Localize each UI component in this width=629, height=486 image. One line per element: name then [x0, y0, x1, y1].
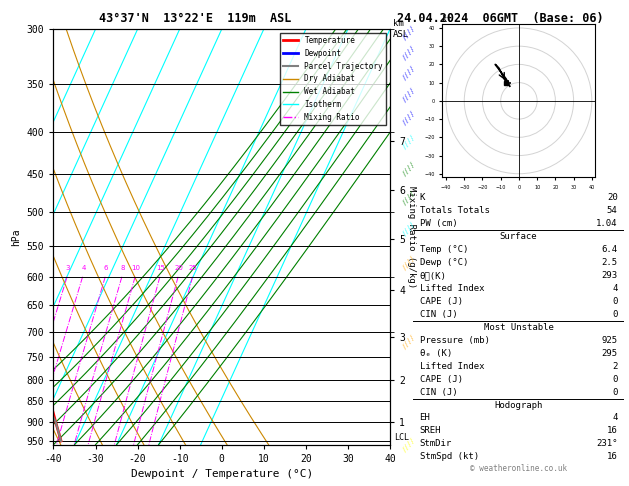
- Text: ////: ////: [401, 436, 417, 453]
- Text: Pressure (mb): Pressure (mb): [420, 336, 489, 345]
- Text: 20: 20: [174, 265, 183, 271]
- Text: 0: 0: [612, 375, 618, 383]
- Text: 8: 8: [121, 265, 125, 271]
- Text: PW (cm): PW (cm): [420, 219, 457, 228]
- Text: Hodograph: Hodograph: [494, 400, 543, 410]
- Text: Most Unstable: Most Unstable: [484, 323, 554, 332]
- Text: 293: 293: [601, 271, 618, 280]
- Text: θₑ (K): θₑ (K): [420, 348, 452, 358]
- Text: 54: 54: [607, 206, 618, 215]
- Text: Surface: Surface: [500, 232, 537, 241]
- Text: 231°: 231°: [596, 439, 618, 449]
- Text: 4: 4: [81, 265, 86, 271]
- Text: 295: 295: [601, 348, 618, 358]
- Text: 25: 25: [189, 265, 198, 271]
- Text: © weatheronline.co.uk: © weatheronline.co.uk: [470, 464, 567, 473]
- Text: CAPE (J): CAPE (J): [420, 297, 462, 306]
- Text: ////: ////: [401, 24, 417, 41]
- Text: θᴇ(K): θᴇ(K): [420, 271, 447, 280]
- Text: 0: 0: [612, 297, 618, 306]
- Text: 4: 4: [612, 414, 618, 422]
- Text: ////: ////: [401, 86, 417, 103]
- Text: 0: 0: [612, 310, 618, 319]
- Text: kt: kt: [442, 15, 452, 23]
- Text: 20: 20: [607, 193, 618, 202]
- Text: 1.04: 1.04: [596, 219, 618, 228]
- Text: 4: 4: [612, 284, 618, 293]
- Text: SREH: SREH: [420, 426, 441, 435]
- Text: km
ASL: km ASL: [393, 19, 409, 39]
- Text: 2: 2: [45, 265, 49, 271]
- Text: Lifted Index: Lifted Index: [420, 362, 484, 371]
- Text: 6.4: 6.4: [601, 245, 618, 254]
- Text: Temp (°C): Temp (°C): [420, 245, 468, 254]
- Text: Lifted Index: Lifted Index: [420, 284, 484, 293]
- Text: ////: ////: [401, 134, 417, 151]
- Text: 43°37'N  13°22'E  119m  ASL: 43°37'N 13°22'E 119m ASL: [99, 12, 291, 25]
- Y-axis label: Mixing Ratio (g/kg): Mixing Ratio (g/kg): [407, 186, 416, 288]
- Text: 2.5: 2.5: [601, 258, 618, 267]
- Text: Totals Totals: Totals Totals: [420, 206, 489, 215]
- Text: CIN (J): CIN (J): [420, 387, 457, 397]
- Text: CIN (J): CIN (J): [420, 310, 457, 319]
- Text: StmSpd (kt): StmSpd (kt): [420, 452, 479, 461]
- Text: 925: 925: [601, 336, 618, 345]
- Text: Dewp (°C): Dewp (°C): [420, 258, 468, 267]
- Text: 2: 2: [612, 362, 618, 371]
- Text: 16: 16: [607, 452, 618, 461]
- Text: EH: EH: [420, 414, 430, 422]
- Text: 16: 16: [607, 426, 618, 435]
- Text: 3: 3: [66, 265, 70, 271]
- Text: ////: ////: [401, 64, 417, 81]
- Text: K: K: [420, 193, 425, 202]
- Legend: Temperature, Dewpoint, Parcel Trajectory, Dry Adiabat, Wet Adiabat, Isotherm, Mi: Temperature, Dewpoint, Parcel Trajectory…: [280, 33, 386, 125]
- Text: 15: 15: [156, 265, 165, 271]
- Text: CAPE (J): CAPE (J): [420, 375, 462, 383]
- Text: 24.04.2024  06GMT  (Base: 06): 24.04.2024 06GMT (Base: 06): [397, 12, 603, 25]
- Text: StmDir: StmDir: [420, 439, 452, 449]
- X-axis label: Dewpoint / Temperature (°C): Dewpoint / Temperature (°C): [131, 469, 313, 479]
- Text: ////: ////: [401, 44, 417, 61]
- Text: ////: ////: [401, 189, 417, 206]
- Text: 10: 10: [131, 265, 140, 271]
- Y-axis label: hPa: hPa: [11, 228, 21, 246]
- Text: 0: 0: [612, 387, 618, 397]
- Text: LCL: LCL: [394, 433, 409, 442]
- Text: ////: ////: [401, 109, 417, 126]
- Text: 6: 6: [104, 265, 108, 271]
- Text: ////: ////: [401, 333, 417, 350]
- Text: ////: ////: [401, 220, 417, 237]
- Text: ////: ////: [401, 254, 417, 271]
- Text: ////: ////: [401, 160, 417, 177]
